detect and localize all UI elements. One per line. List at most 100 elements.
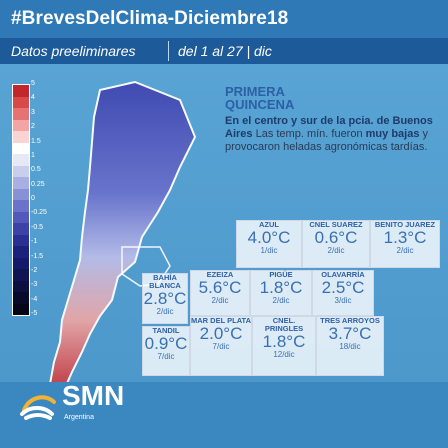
smn-logo-text: SMN	[62, 380, 125, 411]
legend-label: 5	[31, 80, 35, 87]
legend-cell	[13, 177, 29, 189]
station-date: 3/dic	[334, 296, 352, 305]
legend-cell	[13, 292, 29, 304]
legend-label: 2	[31, 123, 35, 131]
legend-cell	[13, 257, 29, 269]
station-name: AZUL	[259, 220, 279, 229]
legend-cell	[13, 269, 29, 281]
station-date: 1/dic	[260, 246, 278, 255]
station-box: TRES ARROYOS 3.7°C 18/dic	[316, 316, 384, 376]
station-name: TANDIL	[152, 326, 180, 335]
station-box: OLAVARRÍA 2.5°C 3/dic	[312, 270, 374, 316]
legend-label: -2	[31, 266, 38, 274]
legend-label: -0.5	[31, 223, 44, 231]
station-date: 2/dic	[272, 296, 290, 305]
station-name: EZEIZA	[206, 270, 234, 279]
legend-label: 0.25	[31, 180, 45, 188]
station-name: PIGÜE	[269, 270, 293, 279]
legend-cell	[13, 154, 29, 166]
legend-label: -4	[31, 295, 38, 303]
station-box: CNEL. PRINGLES 1.8°C 12/dic	[252, 316, 316, 376]
legend-label: 1	[31, 151, 35, 159]
legend-cell	[13, 165, 29, 177]
legend-cell	[13, 188, 29, 200]
legend-cell	[13, 303, 29, 315]
station-temp: 2.5°C	[321, 278, 365, 297]
station-name: MAR DEL PLATA	[191, 316, 251, 325]
station-name: TRES ARROYOS	[320, 316, 380, 325]
legend-label: -3	[31, 281, 38, 289]
station-box: BENITO JUAREZ 1.3°C 2/dic	[370, 220, 440, 268]
station-temp: 4.0°C	[247, 228, 291, 247]
temperature-anomaly-legend	[12, 84, 30, 316]
header-bar: #BrevesDelClima-Diciembre18	[0, 0, 448, 38]
station-date: 2/dic	[211, 296, 229, 305]
panel-title: PRIMERA QUINCENA	[225, 85, 405, 111]
station-name: BENITO JUAREZ	[374, 220, 436, 229]
station-date: 7/dic	[212, 342, 230, 351]
legend-label: -5	[31, 310, 38, 317]
legend-label: 4	[31, 94, 35, 102]
station-date: 7/dic	[157, 352, 175, 361]
subheader-bar: Datos preeliminares del 1 al 27 | dic	[0, 38, 448, 64]
station-name: BAHÍA BLANCA	[149, 273, 181, 290]
station-temp: 1.8°C	[262, 332, 306, 351]
station-temp: 3.7°C	[328, 324, 372, 343]
footer-bar	[0, 382, 448, 448]
station-box: MAR DEL PLATA 2.0°C 7/dic	[190, 316, 252, 376]
smn-logo-icon	[20, 395, 56, 420]
legend-cell	[13, 85, 29, 97]
station-temp: 0.9°C	[144, 334, 188, 353]
legend-cell	[13, 119, 29, 131]
subtitle-right: del 1 al 27 | dic	[178, 43, 272, 59]
panel-text-bold1: En el centro y sur de la pcia. de Buenos…	[225, 115, 433, 140]
legend-label: -1.5	[31, 252, 44, 260]
station-box: CNEL SUAREZ 0.6°C 2/dic	[302, 220, 370, 268]
legend-label: -0.25	[31, 209, 47, 217]
station-temp: 1.8°C	[259, 278, 303, 297]
station-box: TANDIL 0.9°C 7/dic	[142, 326, 190, 376]
panel-text-bold2: muy bajas	[365, 128, 420, 140]
station-box: EZEIZA 5.6°C 2/dic	[190, 270, 250, 316]
panel-text-normal1: Las temp. mín. fueron	[252, 128, 366, 140]
station-temp: 1.3°C	[383, 228, 427, 247]
station-box: AZUL 4.0°C 1/dic	[236, 220, 302, 268]
panel-text: En el centro y sur de la pcia. de Buenos…	[225, 115, 437, 154]
legend-cell	[13, 280, 29, 292]
station-temp: 2.8°C	[143, 289, 187, 308]
panel-title-line2: QUINCENA	[225, 97, 295, 112]
station-name: OLAVARRÍA	[321, 270, 365, 279]
station-date: 12/dic	[273, 350, 295, 359]
smn-logo-subtext: Argentina	[64, 414, 94, 421]
legend-label: -1	[31, 238, 38, 246]
station-date: 2/dic	[156, 307, 174, 316]
station-box: PIGÜE 1.8°C 2/dic	[250, 270, 312, 316]
panel-title-line1: PRIMERA	[225, 84, 285, 99]
station-temp: 5.6°C	[198, 278, 242, 297]
legend-cell	[13, 200, 29, 212]
panel-text-normal2: y provocaron heladas agronómicas tardías…	[225, 128, 429, 153]
subtitle-separator	[168, 41, 169, 61]
station-temp: 0.6°C	[314, 228, 358, 247]
legend-label: 1.5	[31, 137, 41, 145]
station-temp: 2.0°C	[199, 324, 243, 343]
station-date: 2/dic	[327, 246, 345, 255]
legend-cell	[13, 108, 29, 120]
legend-cell	[13, 142, 29, 154]
legend-cell	[13, 131, 29, 143]
station-name: CNEL. PRINGLES	[264, 316, 304, 333]
station-date: 2/dic	[396, 246, 414, 255]
legend-cell	[13, 96, 29, 108]
legend-cell	[13, 223, 29, 235]
header-title: #BrevesDelClima-Diciembre18	[11, 8, 289, 29]
legend-cell	[13, 211, 29, 223]
quincena-panel: PRIMERA QUINCENA En el centro y sur de l…	[225, 85, 440, 385]
station-date: 18/dic	[339, 342, 361, 351]
station-name: CNEL SUAREZ	[309, 220, 363, 229]
station-box: BAHÍA BLANCA 2.8°C 2/dic	[142, 273, 188, 324]
legend-label: 3	[31, 108, 35, 116]
legend-label: 0	[31, 195, 35, 202]
legend-cell	[13, 234, 29, 246]
legend-cell	[13, 246, 29, 258]
